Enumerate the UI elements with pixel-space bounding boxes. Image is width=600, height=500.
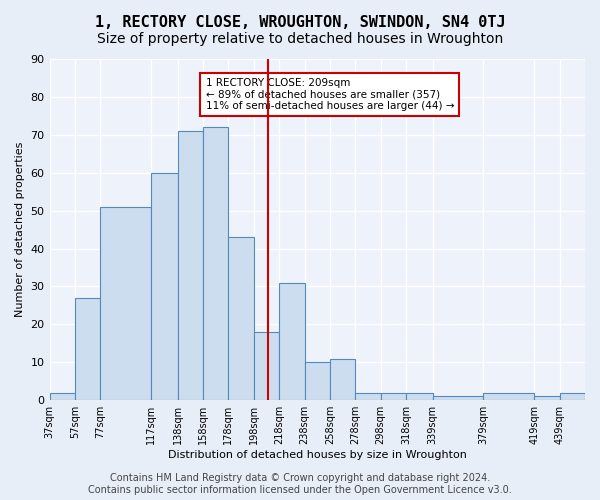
Bar	[381, 392, 406, 400]
Bar	[355, 392, 381, 400]
X-axis label: Distribution of detached houses by size in Wroughton: Distribution of detached houses by size …	[168, 450, 467, 460]
Text: Contains HM Land Registry data © Crown copyright and database right 2024.
Contai: Contains HM Land Registry data © Crown c…	[88, 474, 512, 495]
Bar	[484, 392, 534, 400]
Y-axis label: Number of detached properties: Number of detached properties	[15, 142, 25, 318]
Text: 1 RECTORY CLOSE: 209sqm
← 89% of detached houses are smaller (357)
11% of semi-d: 1 RECTORY CLOSE: 209sqm ← 89% of detache…	[206, 78, 454, 111]
Bar	[534, 396, 560, 400]
Bar	[560, 392, 585, 400]
Text: Size of property relative to detached houses in Wroughton: Size of property relative to detached ho…	[97, 32, 503, 46]
Bar	[50, 392, 75, 400]
Bar	[178, 131, 203, 400]
Bar	[151, 172, 178, 400]
Bar	[100, 207, 151, 400]
Bar	[279, 282, 305, 400]
Bar	[75, 298, 100, 400]
Bar	[433, 396, 484, 400]
Bar	[406, 392, 433, 400]
Bar	[330, 358, 355, 400]
Text: 1, RECTORY CLOSE, WROUGHTON, SWINDON, SN4 0TJ: 1, RECTORY CLOSE, WROUGHTON, SWINDON, SN…	[95, 15, 505, 30]
Bar	[254, 332, 279, 400]
Bar	[305, 362, 330, 400]
Bar	[203, 127, 229, 400]
Bar	[229, 237, 254, 400]
